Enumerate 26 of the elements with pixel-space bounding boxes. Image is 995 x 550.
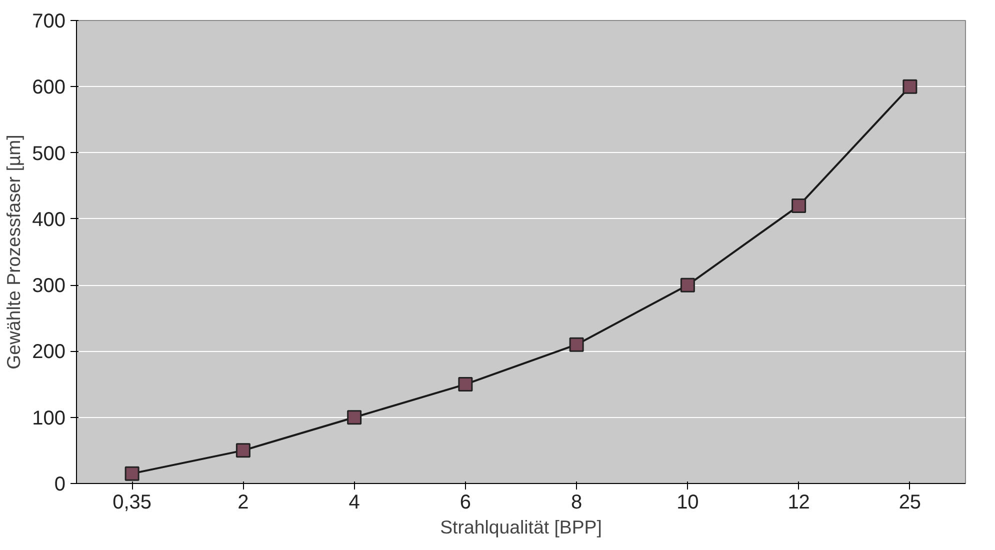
x-tick-label: 8 — [571, 492, 582, 514]
y-tick-label: 200 — [32, 341, 66, 364]
point — [902, 79, 918, 94]
x-tick-label: 12 — [788, 492, 810, 514]
x-tick-label: 4 — [348, 492, 360, 514]
point — [347, 410, 362, 425]
y-tick-label: 600 — [32, 76, 66, 99]
x-tick-label: 25 — [898, 492, 922, 514]
y-tick-label: 300 — [32, 275, 66, 298]
point — [236, 443, 250, 458]
point — [792, 198, 806, 213]
y-tick-label: 400 — [32, 208, 66, 231]
point — [569, 337, 584, 352]
x-axis-title: Strahlqualität [BPP] — [440, 516, 602, 538]
x-tick-label: 2 — [238, 492, 249, 514]
point — [458, 377, 473, 392]
x-tick-label: 10 — [676, 492, 699, 514]
y-tick-label: 0 — [54, 474, 66, 496]
y-axis-title: Gewählte Prozessfaser [µm] — [3, 134, 24, 370]
y-tick-label: 100 — [32, 407, 66, 430]
x-tick-label: 6 — [460, 492, 471, 514]
y-tick-label: 700 — [32, 10, 66, 32]
x-tick-label: 0,35 — [112, 492, 152, 514]
point — [680, 278, 695, 292]
y-tick-label: 500 — [32, 142, 66, 165]
point — [124, 466, 140, 481]
